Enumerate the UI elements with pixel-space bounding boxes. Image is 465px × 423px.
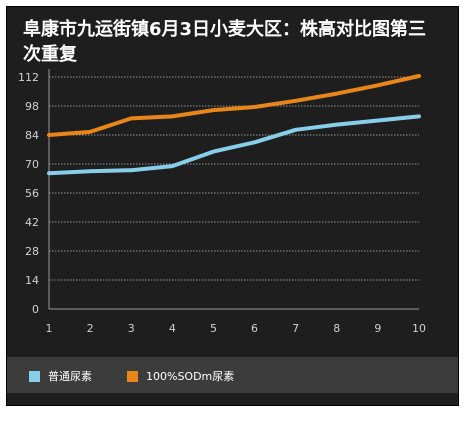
y-tick-label: 14 — [25, 274, 39, 287]
x-tick-label: 3 — [128, 322, 135, 335]
x-tick-label: 9 — [374, 322, 381, 335]
y-tick-label: 0 — [32, 303, 39, 316]
y-tick-label: 70 — [25, 158, 39, 171]
y-tick-label: 56 — [25, 187, 39, 200]
x-tick-label: 8 — [333, 322, 340, 335]
y-tick-label: 28 — [25, 245, 39, 258]
y-tick-label: 42 — [25, 216, 39, 229]
x-tick-label: 5 — [210, 322, 217, 335]
chart-legend: 普通尿素 100%SODm尿素 — [7, 357, 458, 393]
x-tick-label: 10 — [412, 322, 426, 335]
chart-frame: 阜康市九运街镇6月3日小麦大区：株高对比图第三次重复 0 14 28 42 56 70 84… — [6, 6, 459, 406]
x-tick-label: 1 — [46, 322, 53, 335]
legend-item-series-2: 100%SODm尿素 — [127, 369, 234, 383]
series-line-2 — [47, 74, 421, 137]
legend-label: 100%SODm尿素 — [146, 370, 235, 383]
legend-item-series-1: 普通尿素 — [29, 369, 92, 383]
x-tick-label: 4 — [169, 322, 176, 335]
y-tick-label: 84 — [25, 129, 39, 142]
x-tick-label: 2 — [87, 322, 94, 335]
x-tick-label: 7 — [292, 322, 299, 335]
legend-label: 普通尿素 — [48, 370, 92, 383]
series-line-1 — [47, 114, 421, 176]
y-tick-label: 98 — [25, 100, 39, 113]
y-tick-label: 112 — [18, 71, 39, 84]
legend-swatch — [29, 370, 40, 382]
chart-title: 阜康市九运街镇6月3日小麦大区：株高对比图第三次重复 — [23, 19, 427, 65]
legend-swatch — [127, 370, 138, 382]
x-tick-label: 6 — [251, 322, 258, 335]
